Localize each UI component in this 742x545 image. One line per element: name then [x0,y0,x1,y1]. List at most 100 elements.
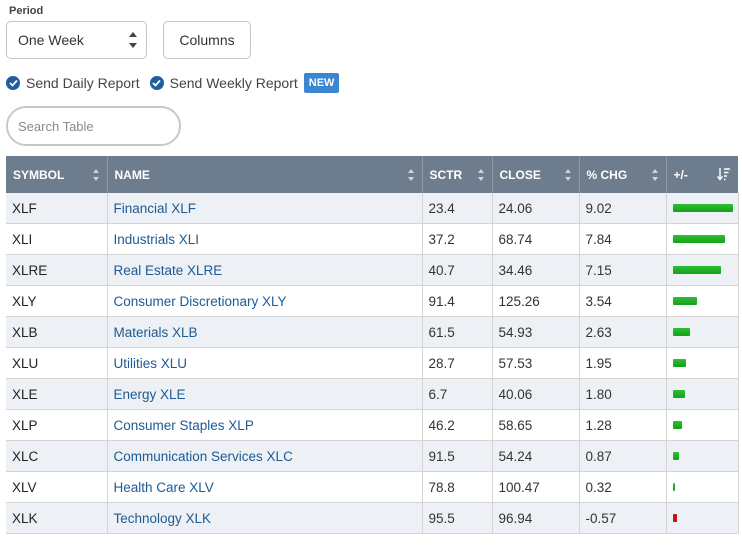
change-bar-cell [666,193,739,224]
pct-chg-cell: 0.87 [579,440,667,472]
sctr-cell: 61.5 [422,316,493,348]
send-daily-report-checkbox[interactable]: Send Daily Report [6,75,140,91]
symbol-cell: XLB [6,316,108,348]
send-daily-report-label: Send Daily Report [26,75,140,91]
period-select[interactable]: One Week [6,21,147,59]
change-bar-cell [666,254,739,286]
sctr-cell: 91.4 [422,285,493,317]
change-bar [672,266,721,274]
sort-icon [92,169,100,181]
table-row[interactable]: XLC Communication Services XLC 91.5 54.24 0.… [6,440,739,472]
name-link[interactable]: Consumer Staples XLP [107,409,423,441]
change-bar-cell [666,440,739,472]
sctr-cell: 6.7 [422,378,493,410]
change-bar [672,297,697,305]
sctr-cell: 46.2 [422,409,493,441]
close-cell: 58.65 [492,409,580,441]
name-link[interactable]: Energy XLE [107,378,423,410]
name-link[interactable]: Financial XLF [107,193,423,224]
name-link[interactable]: Utilities XLU [107,347,423,379]
name-link[interactable]: Consumer Discretionary XLY [107,285,423,317]
change-bar [672,421,682,429]
change-bar [672,483,675,491]
period-label: Period [9,5,44,17]
table-row[interactable]: XLRE Real Estate XLRE 40.7 34.46 7.15 [6,254,739,286]
close-cell: 100.47 [492,471,580,503]
report-options: Send Daily Report Send Weekly Report NEW [6,72,340,94]
change-bar [672,452,679,460]
column-header-name[interactable]: NAME [107,156,423,193]
columns-button[interactable]: Columns [163,21,251,59]
symbol-cell: XLP [6,409,108,441]
pct-chg-cell: 0.32 [579,471,667,503]
sector-table: SYMBOL NAME SCTR CLOSE % CHG +/- XLF Fina… [6,156,739,534]
search-input[interactable] [6,106,181,146]
pct-chg-cell: 3.54 [579,285,667,317]
table-row[interactable]: XLY Consumer Discretionary XLY 91.4 125.26 3… [6,285,739,317]
pct-chg-cell: 2.63 [579,316,667,348]
table-row[interactable]: XLI Industrials XLI 37.2 68.74 7.84 [6,223,739,255]
change-bar [672,328,690,336]
sctr-cell: 78.8 [422,471,493,503]
table-row[interactable]: XLF Financial XLF 23.4 24.06 9.02 [6,193,739,224]
symbol-cell: XLI [6,223,108,255]
column-header-symbol[interactable]: SYMBOL [6,156,108,193]
table-row[interactable]: XLP Consumer Staples XLP 46.2 58.65 1.28 [6,409,739,441]
close-cell: 54.93 [492,316,580,348]
close-cell: 24.06 [492,193,580,224]
name-link[interactable]: Real Estate XLRE [107,254,423,286]
change-bar-cell [666,347,739,379]
name-link[interactable]: Communication Services XLC [107,440,423,472]
change-bar [672,390,685,398]
symbol-cell: XLC [6,440,108,472]
change-bar-cell [666,223,739,255]
symbol-cell: XLY [6,285,108,317]
change-bar [672,359,686,367]
close-cell: 34.46 [492,254,580,286]
symbol-cell: XLV [6,471,108,503]
change-bar [672,235,725,243]
checkmark-icon [6,76,20,90]
change-bar-cell [666,471,739,503]
symbol-cell: XLF [6,193,108,224]
name-link[interactable]: Materials XLB [107,316,423,348]
column-header-sctr[interactable]: SCTR [422,156,493,193]
sctr-cell: 91.5 [422,440,493,472]
close-cell: 96.94 [492,502,580,534]
close-cell: 40.06 [492,378,580,410]
pct-chg-cell: 1.28 [579,409,667,441]
change-bar [672,514,677,522]
column-header-plus-minus[interactable]: +/- [666,156,738,193]
table-row[interactable]: XLU Utilities XLU 28.7 57.53 1.95 [6,347,739,379]
checkmark-icon [149,76,164,90]
sctr-cell: 37.2 [422,223,493,255]
close-cell: 54.24 [492,440,580,472]
symbol-cell: XLE [6,378,108,410]
send-weekly-report-checkbox[interactable]: Send Weekly Report [149,75,298,91]
symbol-cell: XLRE [6,254,108,286]
table-row[interactable]: XLV Health Care XLV 78.8 100.47 0.32 [6,471,739,503]
close-cell: 57.53 [492,347,580,379]
name-link[interactable]: Industrials XLI [107,223,423,255]
table-row[interactable]: XLK Technology XLK 95.5 96.94 -0.57 [6,502,739,534]
sort-icon [651,169,659,181]
sctr-cell: 23.4 [422,193,493,224]
name-link[interactable]: Health Care XLV [107,471,423,503]
column-header-pct-chg[interactable]: % CHG [579,156,667,193]
change-bar [672,204,733,212]
pct-chg-cell: 1.80 [579,378,667,410]
change-bar-cell [666,409,739,441]
symbol-cell: XLU [6,347,108,379]
table-row[interactable]: XLB Materials XLB 61.5 54.93 2.63 [6,316,739,348]
close-cell: 125.26 [492,285,580,317]
column-header-close[interactable]: CLOSE [492,156,580,193]
sort-icon [477,169,485,181]
table-header-row: SYMBOL NAME SCTR CLOSE % CHG +/- [6,156,738,193]
sctr-cell: 40.7 [422,254,493,286]
new-badge: NEW [303,73,340,93]
table-row[interactable]: XLE Energy XLE 6.7 40.06 1.80 [6,378,739,410]
name-link[interactable]: Technology XLK [107,502,423,534]
pct-chg-cell: 7.84 [579,223,667,255]
pct-chg-cell: 9.02 [579,193,667,224]
select-caret-icon [129,32,137,48]
